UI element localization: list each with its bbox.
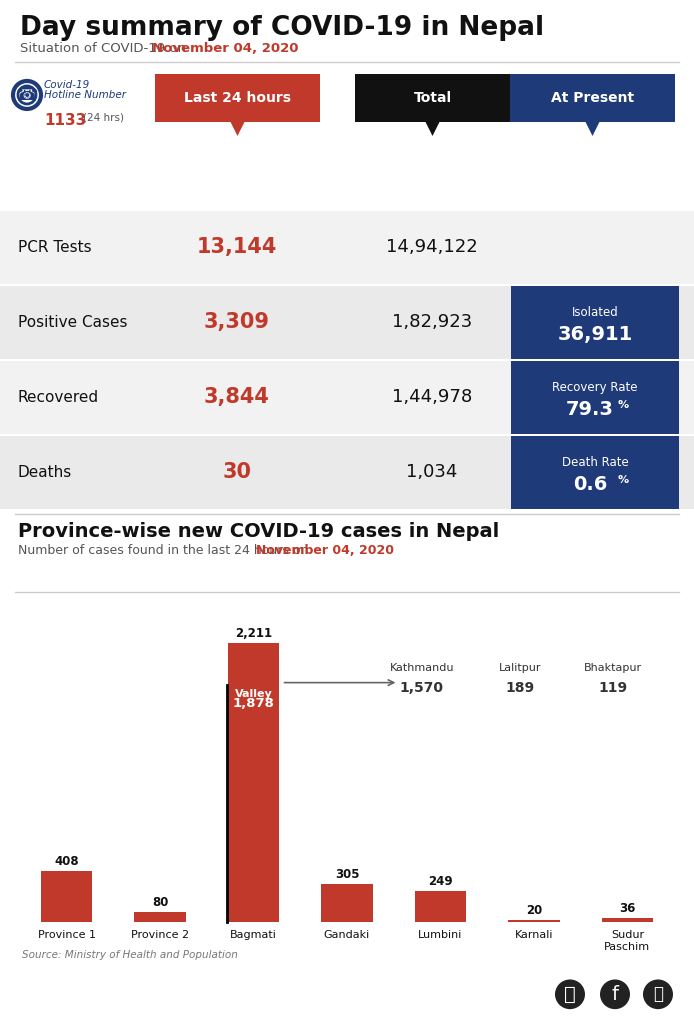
Text: (24 hrs): (24 hrs) (83, 113, 124, 123)
Text: 1,034: 1,034 (406, 464, 457, 481)
Text: Gandaki: Gandaki (324, 930, 370, 940)
Bar (0, 211, 694, 284)
Text: Province 1: Province 1 (37, 930, 96, 940)
Text: 249: 249 (428, 874, 452, 888)
Text: Day summary of COVID-19 in Nepal: Day summary of COVID-19 in Nepal (20, 15, 544, 41)
Bar (0, 436, 694, 509)
Bar (41, 871, 92, 923)
Bar (155, 74, 320, 122)
Text: 13,144: 13,144 (197, 238, 277, 257)
Polygon shape (425, 122, 439, 136)
Text: Karnali: Karnali (515, 930, 553, 940)
Text: 119: 119 (599, 681, 628, 695)
Text: Lumbini: Lumbini (418, 930, 463, 940)
Text: 14,94,122: 14,94,122 (386, 239, 478, 256)
Text: www.english.dcnepal.com: www.english.dcnepal.com (18, 987, 222, 1001)
Text: %: % (618, 475, 629, 485)
Text: Hotline Number: Hotline Number (44, 90, 126, 100)
Text: Total: Total (414, 91, 452, 105)
Text: 0.6: 0.6 (573, 475, 607, 494)
Bar (0, 286, 694, 359)
Bar (415, 891, 466, 923)
Text: November 04, 2020: November 04, 2020 (152, 42, 298, 55)
Text: Positive Cases: Positive Cases (18, 315, 128, 330)
Bar (228, 643, 279, 923)
Text: Situation of COVID-19 on: Situation of COVID-19 on (20, 42, 190, 55)
Text: 1133: 1133 (44, 113, 86, 128)
Polygon shape (586, 122, 600, 136)
Bar (511, 286, 679, 359)
Text: Kathmandu: Kathmandu (389, 663, 454, 673)
Text: 2,211: 2,211 (235, 627, 272, 640)
Text: Last 24 hours: Last 24 hours (184, 91, 291, 105)
Text: 1,82,923: 1,82,923 (392, 313, 472, 332)
Bar (321, 884, 373, 923)
Text: Isolated: Isolated (572, 306, 618, 318)
Text: 189: 189 (505, 681, 534, 695)
Text: Recovery Rate: Recovery Rate (552, 381, 638, 394)
Text: Province-wise new COVID-19 cases in Nepal: Province-wise new COVID-19 cases in Nepa… (18, 522, 499, 541)
Text: PCR Tests: PCR Tests (18, 240, 92, 255)
Text: 1,570: 1,570 (400, 681, 443, 695)
Bar (135, 912, 186, 923)
Text: 3,309: 3,309 (204, 312, 270, 333)
Circle shape (600, 979, 630, 1010)
Text: 408: 408 (54, 855, 79, 867)
Text: 80: 80 (152, 896, 169, 909)
Text: 30: 30 (223, 463, 251, 482)
Text: 79.3: 79.3 (566, 400, 614, 419)
Text: 36,911: 36,911 (557, 325, 633, 344)
Bar (602, 918, 653, 923)
Text: Source: Ministry of Health and Population: Source: Ministry of Health and Populatio… (22, 950, 238, 961)
Circle shape (555, 979, 585, 1010)
Text: Lalitpur: Lalitpur (498, 663, 541, 673)
Text: Recovered: Recovered (18, 390, 99, 404)
Bar (0, 360, 694, 434)
Text: 🌐: 🌐 (564, 985, 576, 1004)
Text: Sudur
Paschim: Sudur Paschim (604, 930, 650, 951)
Text: Province 2: Province 2 (131, 930, 189, 940)
Text: Covid-19: Covid-19 (44, 80, 90, 90)
Bar (355, 74, 510, 122)
Text: 20: 20 (526, 904, 542, 916)
Bar (511, 436, 679, 509)
Bar (508, 920, 559, 923)
Text: November 04, 2020: November 04, 2020 (256, 544, 394, 557)
Text: Bagmati: Bagmati (230, 930, 277, 940)
Text: ☎: ☎ (16, 86, 38, 104)
Text: Bhaktapur: Bhaktapur (584, 663, 643, 673)
Text: Death Rate: Death Rate (561, 456, 628, 469)
Bar (510, 74, 675, 122)
Text: 36: 36 (619, 902, 636, 914)
Text: 🐦: 🐦 (653, 985, 663, 1004)
Text: 1,878: 1,878 (232, 696, 275, 710)
Text: 3,844: 3,844 (204, 387, 270, 408)
Bar (511, 360, 679, 434)
Text: At Present: At Present (551, 91, 634, 105)
Text: %: % (618, 400, 629, 411)
Text: Number of cases found in the last 24 hours on: Number of cases found in the last 24 hou… (18, 544, 312, 557)
Text: Valley: Valley (235, 689, 273, 699)
Text: 305: 305 (335, 867, 359, 881)
Text: f: f (611, 985, 618, 1004)
Text: 1,44,978: 1,44,978 (392, 388, 472, 407)
Circle shape (643, 979, 673, 1010)
Text: Deaths: Deaths (18, 465, 72, 480)
Polygon shape (230, 122, 244, 136)
